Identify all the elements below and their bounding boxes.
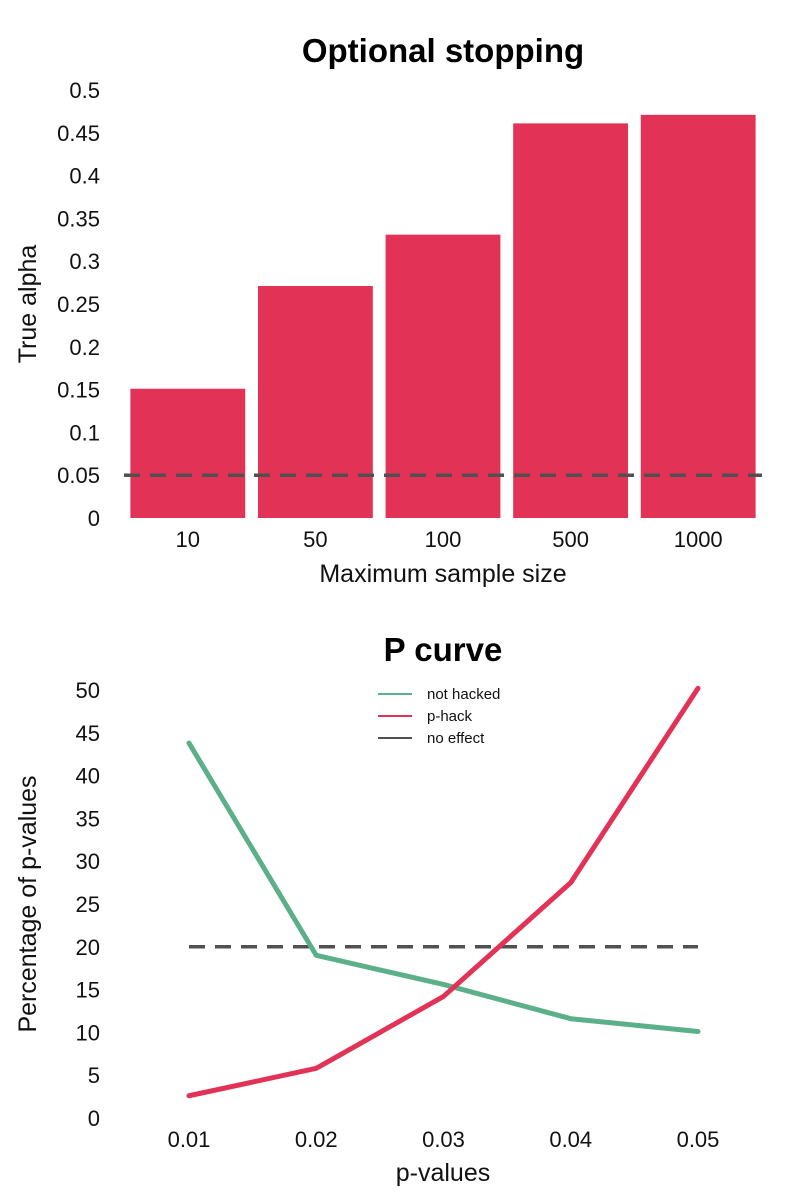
series-line-not-hacked xyxy=(186,740,701,1035)
y-tick-label: 0.25 xyxy=(57,292,100,317)
x-tick-label: 0.01 xyxy=(168,1127,211,1152)
y-axis-ticks: 0 5 10 15 20 25 30 35 40 45 50 xyxy=(76,678,100,1131)
series-line-p-hack xyxy=(186,685,701,1099)
legend-label: not hacked xyxy=(427,686,500,703)
y-tick-label: 0.5 xyxy=(69,78,100,103)
chart-title: Optional stopping xyxy=(302,32,584,69)
y-tick-label: 0 xyxy=(88,1106,100,1131)
bars xyxy=(130,114,756,518)
legend-item: no effect xyxy=(378,730,485,747)
legend-item: not hacked xyxy=(378,686,500,703)
y-tick-label: 0.2 xyxy=(69,335,100,360)
optional-stopping-chart: Optional stopping 0 0.05 0.1 0.15 0.2 0.25 0.3… xyxy=(14,32,762,588)
x-axis-ticks: 10 50 100 500 1000 xyxy=(176,527,723,552)
y-tick-label: 35 xyxy=(76,806,100,831)
bar xyxy=(130,388,246,518)
legend: not hacked p-hack no effect xyxy=(378,686,500,747)
bar xyxy=(640,114,756,518)
y-tick-label: 0.45 xyxy=(57,121,100,146)
legend-item: p-hack xyxy=(378,708,473,725)
y-tick-label: 40 xyxy=(76,764,100,789)
x-tick-label: 0.02 xyxy=(295,1127,338,1152)
y-tick-label: 0 xyxy=(88,506,100,531)
x-tick-label: 0.04 xyxy=(549,1127,592,1152)
y-tick-label: 0.3 xyxy=(69,249,100,274)
chart-title: P curve xyxy=(384,631,503,668)
y-axis-label: Percentage of p-values xyxy=(14,775,42,1032)
bar xyxy=(385,234,501,518)
y-tick-label: 15 xyxy=(76,978,100,1003)
y-tick-label: 0.05 xyxy=(57,463,100,488)
x-tick-label: 0.03 xyxy=(422,1127,465,1152)
legend-label: p-hack xyxy=(427,708,473,725)
legend-label: no effect xyxy=(427,730,485,747)
y-tick-label: 0.35 xyxy=(57,206,100,231)
y-tick-label: 0.15 xyxy=(57,378,100,403)
series-lines xyxy=(186,685,701,1099)
y-axis-ticks: 0 0.05 0.1 0.15 0.2 0.25 0.3 0.35 0.4 0.45 0.5 xyxy=(57,78,100,531)
y-tick-label: 10 xyxy=(76,1020,100,1045)
bar xyxy=(513,123,629,518)
y-tick-label: 0.1 xyxy=(69,420,100,445)
x-axis-label: Maximum sample size xyxy=(319,560,566,588)
y-tick-label: 25 xyxy=(76,892,100,917)
x-tick-label: 10 xyxy=(176,527,200,552)
y-tick-label: 50 xyxy=(76,678,100,703)
x-tick-label: 0.05 xyxy=(677,1127,720,1152)
x-axis-label: p-values xyxy=(396,1159,491,1187)
x-tick-label: 500 xyxy=(552,527,589,552)
x-tick-label: 100 xyxy=(425,527,462,552)
y-axis-label: True alpha xyxy=(14,245,42,364)
x-axis-ticks: 0.01 0.02 0.03 0.04 0.05 xyxy=(168,1127,720,1152)
y-tick-label: 0.4 xyxy=(69,164,100,189)
bar xyxy=(257,286,373,518)
x-tick-label: 50 xyxy=(303,527,327,552)
y-tick-label: 30 xyxy=(76,849,100,874)
y-tick-label: 5 xyxy=(88,1063,100,1088)
y-tick-label: 20 xyxy=(76,935,100,960)
x-tick-label: 1000 xyxy=(674,527,723,552)
y-tick-label: 45 xyxy=(76,721,100,746)
